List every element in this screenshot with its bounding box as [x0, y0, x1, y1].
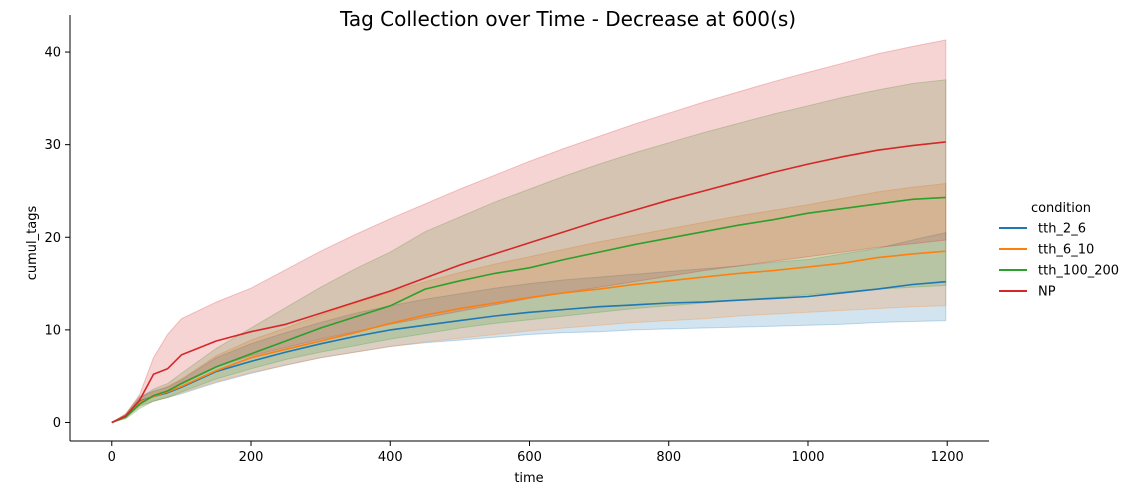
x-tick-label: 1200 — [931, 450, 964, 465]
band-tth-2-6 — [111, 231, 947, 423]
y-tick-label: 20 — [44, 231, 61, 246]
y-tick-label: 30 — [44, 138, 61, 153]
band-np — [111, 39, 947, 423]
x-tick-label: 400 — [378, 450, 403, 465]
legend: condition tth_2_6 tth_6_10 tth_100_200 NP — [999, 201, 1119, 300]
chart-title: Tag Collection over Time - Decrease at 6… — [339, 7, 796, 31]
x-tick-label: 1000 — [791, 450, 824, 465]
y-axis-ticks: 0 10 20 30 40 — [44, 46, 70, 431]
y-axis-label: cumul_tags — [25, 206, 40, 281]
legend-label-np: NP — [1038, 285, 1056, 300]
series-line-np — [111, 141, 946, 424]
legend-title: condition — [1031, 201, 1091, 216]
series-lines — [111, 141, 946, 424]
x-axis-label: time — [514, 471, 543, 486]
y-tick-label: 10 — [44, 323, 61, 338]
x-tick-label: 800 — [656, 450, 681, 465]
x-axis-ticks: 0 200 400 600 800 1000 1200 — [108, 441, 964, 465]
x-tick-label: 600 — [517, 450, 542, 465]
series-line-tth-2-6 — [111, 280, 946, 424]
series-line-tth-6-10 — [111, 250, 946, 424]
legend-label-tth-100-200: tth_100_200 — [1038, 264, 1119, 279]
confidence-bands — [111, 39, 947, 423]
x-tick-label: 0 — [108, 450, 116, 465]
series-line-tth-100-200 — [111, 196, 946, 424]
x-tick-label: 200 — [239, 450, 264, 465]
y-tick-label: 40 — [44, 46, 61, 61]
band-tth-100-200 — [111, 79, 947, 423]
y-tick-label: 0 — [53, 416, 61, 431]
band-tth-6-10 — [111, 182, 947, 423]
legend-label-tth-2-6: tth_2_6 — [1038, 222, 1086, 237]
legend-label-tth-6-10: tth_6_10 — [1038, 243, 1094, 258]
legend-items: tth_2_6 tth_6_10 tth_100_200 NP — [999, 222, 1119, 300]
